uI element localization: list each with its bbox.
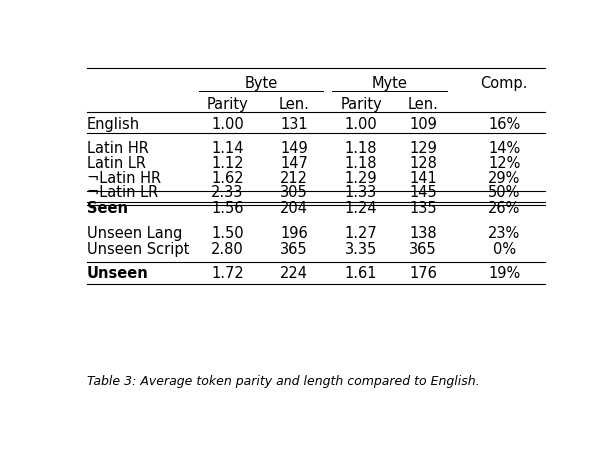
Text: 1.62: 1.62	[211, 170, 244, 185]
Text: Parity: Parity	[206, 96, 248, 112]
Text: 365: 365	[280, 241, 308, 257]
Text: 1.18: 1.18	[345, 140, 378, 156]
Text: English: English	[86, 117, 140, 132]
Text: 1.00: 1.00	[345, 117, 378, 132]
Text: Latin HR: Latin HR	[86, 140, 148, 156]
Text: 1.72: 1.72	[211, 266, 244, 280]
Text: 16%: 16%	[488, 117, 521, 132]
Text: 176: 176	[409, 266, 437, 280]
Text: 26%: 26%	[488, 201, 521, 216]
Text: 1.27: 1.27	[345, 226, 378, 241]
Text: Seen: Seen	[86, 201, 128, 216]
Text: Parity: Parity	[340, 96, 382, 112]
Text: Unseen: Unseen	[86, 266, 148, 280]
Text: 149: 149	[280, 140, 308, 156]
Text: Len.: Len.	[408, 96, 439, 112]
Text: Myte: Myte	[372, 76, 408, 91]
Text: 1.29: 1.29	[345, 170, 378, 185]
Text: 50%: 50%	[488, 185, 521, 200]
Text: 196: 196	[280, 226, 308, 241]
Text: Table 3: Average token parity and length compared to English.: Table 3: Average token parity and length…	[86, 374, 479, 387]
Text: 1.18: 1.18	[345, 156, 378, 170]
Text: 138: 138	[409, 226, 437, 241]
Text: 145: 145	[409, 185, 437, 200]
Text: 3.35: 3.35	[345, 241, 377, 257]
Text: 1.33: 1.33	[345, 185, 377, 200]
Text: 1.24: 1.24	[345, 201, 378, 216]
Text: Latin LR: Latin LR	[86, 156, 145, 170]
Text: 1.14: 1.14	[211, 140, 244, 156]
Text: Byte: Byte	[244, 76, 277, 91]
Text: 12%: 12%	[488, 156, 521, 170]
Text: 23%: 23%	[488, 226, 521, 241]
Text: 1.50: 1.50	[211, 226, 244, 241]
Text: 109: 109	[409, 117, 437, 132]
Text: 0%: 0%	[493, 241, 516, 257]
Text: 365: 365	[409, 241, 437, 257]
Text: Comp.: Comp.	[480, 76, 528, 91]
Text: 212: 212	[280, 170, 308, 185]
Text: 1.61: 1.61	[345, 266, 378, 280]
Text: ¬Latin HR: ¬Latin HR	[86, 170, 161, 185]
Text: 19%: 19%	[488, 266, 521, 280]
Text: 224: 224	[280, 266, 308, 280]
Text: 29%: 29%	[488, 170, 521, 185]
Text: 135: 135	[409, 201, 437, 216]
Text: Unseen Script: Unseen Script	[86, 241, 189, 257]
Text: Len.: Len.	[279, 96, 310, 112]
Text: ¬Latin LR: ¬Latin LR	[86, 185, 158, 200]
Text: 204: 204	[280, 201, 308, 216]
Text: 305: 305	[280, 185, 308, 200]
Text: 1.12: 1.12	[211, 156, 244, 170]
Text: 129: 129	[409, 140, 437, 156]
Text: 128: 128	[409, 156, 437, 170]
Text: 1.00: 1.00	[211, 117, 244, 132]
Text: 2.33: 2.33	[211, 185, 243, 200]
Text: 1.56: 1.56	[211, 201, 244, 216]
Text: 14%: 14%	[488, 140, 521, 156]
Text: 131: 131	[280, 117, 308, 132]
Text: 141: 141	[409, 170, 437, 185]
Text: 147: 147	[280, 156, 308, 170]
Text: 2.80: 2.80	[211, 241, 244, 257]
Text: Unseen Lang: Unseen Lang	[86, 226, 182, 241]
